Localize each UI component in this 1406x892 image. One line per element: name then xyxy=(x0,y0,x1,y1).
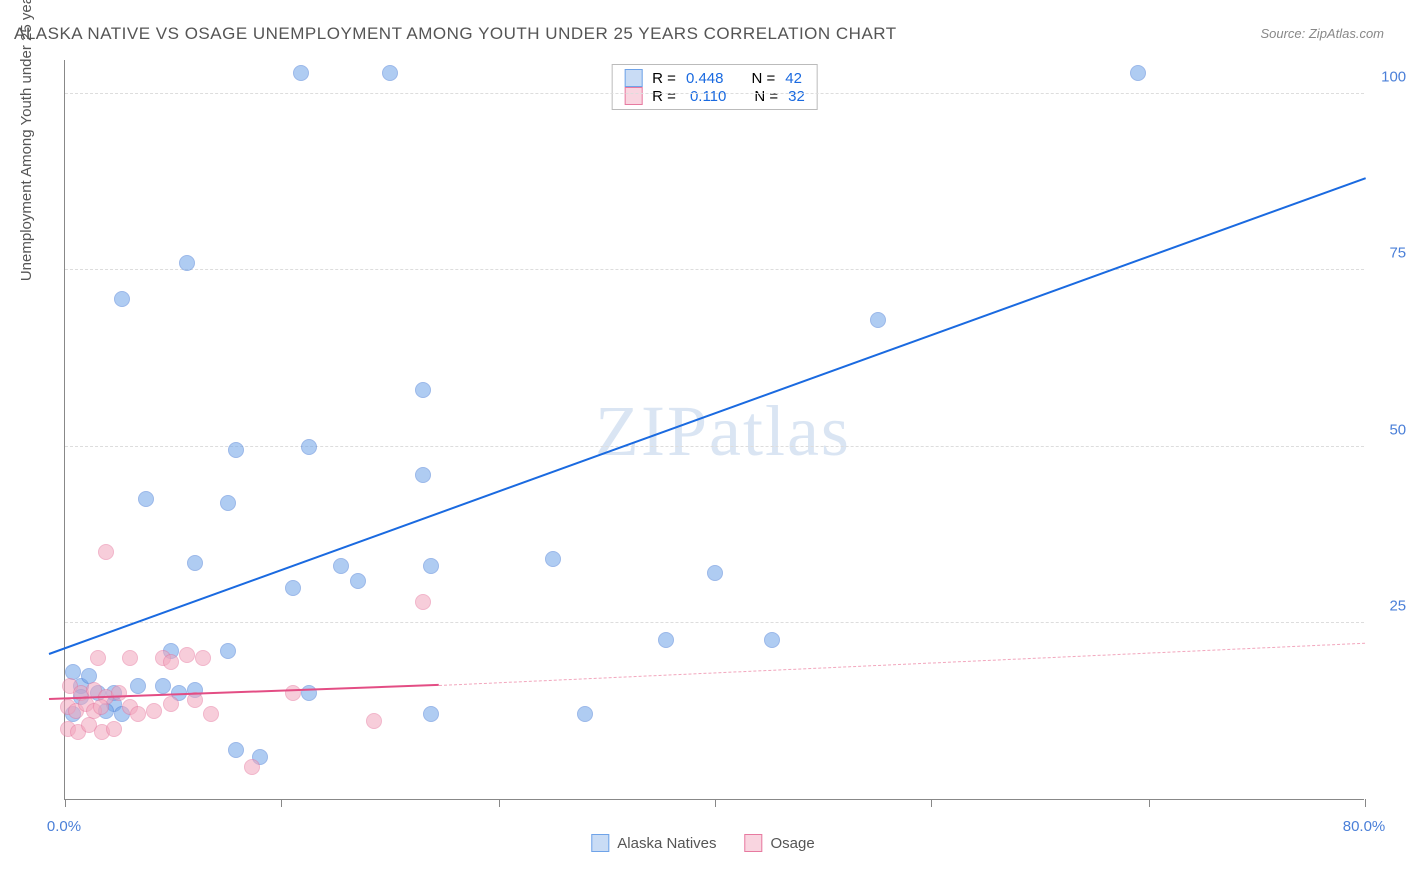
x-tick xyxy=(499,799,500,807)
n-value: 42 xyxy=(785,70,802,87)
scatter-point xyxy=(106,721,122,737)
y-tick-label: 25.0% xyxy=(1389,597,1406,614)
legend-swatch xyxy=(591,834,609,852)
n-value: 32 xyxy=(788,88,805,105)
scatter-point xyxy=(415,467,431,483)
n-label: N = xyxy=(754,88,778,105)
scatter-point xyxy=(93,699,109,715)
scatter-point xyxy=(122,650,138,666)
scatter-point xyxy=(220,495,236,511)
chart-container: ALASKA NATIVE VS OSAGE UNEMPLOYMENT AMON… xyxy=(0,0,1406,892)
r-label: R = xyxy=(652,88,676,105)
r-label: R = xyxy=(652,70,676,87)
scatter-point xyxy=(179,647,195,663)
trend-line xyxy=(48,177,1365,655)
scatter-point xyxy=(111,685,127,701)
scatter-point xyxy=(382,65,398,81)
r-value: 0.448 xyxy=(686,70,724,87)
scatter-point xyxy=(764,632,780,648)
scatter-point xyxy=(415,594,431,610)
x-tick xyxy=(65,799,66,807)
y-tick-label: 50.0% xyxy=(1389,421,1406,438)
scatter-point xyxy=(707,565,723,581)
scatter-point xyxy=(179,255,195,271)
scatter-point xyxy=(146,703,162,719)
scatter-point xyxy=(220,643,236,659)
x-tick xyxy=(281,799,282,807)
scatter-point xyxy=(301,439,317,455)
scatter-point xyxy=(228,442,244,458)
x-tick xyxy=(1365,799,1366,807)
scatter-point xyxy=(228,742,244,758)
n-label: N = xyxy=(751,70,775,87)
scatter-point xyxy=(285,580,301,596)
series-legend: Alaska Natives Osage xyxy=(591,834,814,852)
legend-item: Osage xyxy=(745,834,815,852)
scatter-point xyxy=(114,291,130,307)
scatter-point xyxy=(658,632,674,648)
scatter-point xyxy=(293,65,309,81)
scatter-point xyxy=(415,382,431,398)
legend-swatch-pink xyxy=(624,87,642,105)
source-attribution: Source: ZipAtlas.com xyxy=(1260,26,1384,41)
legend-item: Alaska Natives xyxy=(591,834,716,852)
scatter-point xyxy=(195,650,211,666)
correlation-legend: R = 0.448 N = 42 R = 0.110 N = 32 xyxy=(611,64,818,110)
scatter-point xyxy=(98,544,114,560)
y-axis-label: Unemployment Among Youth under 25 years xyxy=(18,0,35,281)
legend-swatch-blue xyxy=(624,69,642,87)
trend-line-dashed xyxy=(439,643,1365,686)
x-tick xyxy=(715,799,716,807)
scatter-point xyxy=(130,706,146,722)
scatter-point xyxy=(577,706,593,722)
x-tick-label: 80.0% xyxy=(1343,818,1386,835)
watermark: ZIPatlas xyxy=(595,390,851,473)
plot-area: ZIPatlas R = 0.448 N = 42 R = 0.110 N = … xyxy=(64,60,1364,800)
scatter-point xyxy=(130,678,146,694)
scatter-point xyxy=(870,312,886,328)
scatter-point xyxy=(155,678,171,694)
scatter-point xyxy=(163,696,179,712)
scatter-point xyxy=(1130,65,1146,81)
scatter-point xyxy=(187,555,203,571)
scatter-point xyxy=(203,706,219,722)
scatter-point xyxy=(285,685,301,701)
gridline xyxy=(65,93,1364,94)
legend-label: Osage xyxy=(771,835,815,852)
scatter-point xyxy=(545,551,561,567)
scatter-point xyxy=(138,491,154,507)
legend-label: Alaska Natives xyxy=(617,835,716,852)
r-value: 0.110 xyxy=(690,88,726,105)
scatter-point xyxy=(244,759,260,775)
y-tick-label: 100.0% xyxy=(1381,69,1406,86)
gridline xyxy=(65,622,1364,623)
scatter-point xyxy=(423,558,439,574)
gridline xyxy=(65,446,1364,447)
legend-row: R = 0.448 N = 42 xyxy=(624,69,805,87)
scatter-point xyxy=(90,650,106,666)
x-tick xyxy=(1149,799,1150,807)
scatter-point xyxy=(366,713,382,729)
scatter-point xyxy=(350,573,366,589)
x-tick xyxy=(931,799,932,807)
legend-swatch xyxy=(745,834,763,852)
gridline xyxy=(65,269,1364,270)
legend-row: R = 0.110 N = 32 xyxy=(624,87,805,105)
scatter-point xyxy=(333,558,349,574)
x-tick-label: 0.0% xyxy=(47,818,81,835)
scatter-point xyxy=(423,706,439,722)
scatter-point xyxy=(163,654,179,670)
y-tick-label: 75.0% xyxy=(1389,245,1406,262)
chart-title: ALASKA NATIVE VS OSAGE UNEMPLOYMENT AMON… xyxy=(14,24,897,44)
